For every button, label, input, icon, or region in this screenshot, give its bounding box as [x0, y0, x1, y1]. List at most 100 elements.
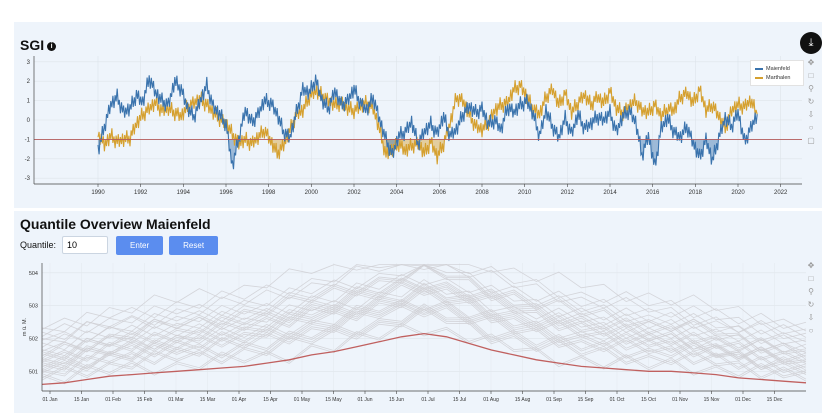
background-year-line [41, 308, 807, 382]
y-tick-label: -1 [25, 137, 31, 143]
background-year-line [41, 264, 807, 358]
x-tick-label: 01 Apr [232, 397, 247, 403]
reset-button[interactable]: Reset [169, 235, 219, 255]
background-year-line [41, 302, 807, 367]
box-zoom-icon[interactable]: □ [808, 274, 814, 283]
x-tick-label: 15 Apr [263, 397, 278, 403]
x-tick-label: 1992 [134, 190, 148, 196]
legend-label: Maienfeld [766, 65, 790, 72]
enter-button[interactable]: Enter [116, 235, 164, 255]
background-year-line [41, 279, 807, 359]
info-icon[interactable]: i [47, 41, 57, 51]
x-tick-label: 01 Jul [421, 397, 434, 403]
x-tick-label: 01 Feb [105, 397, 121, 403]
x-tick-label: 01 Jun [357, 397, 372, 403]
quantile-controls: Quantile: Enter Reset [20, 235, 219, 255]
hover-icon[interactable]: ○ [808, 326, 814, 335]
save-icon[interactable]: ⇩ [807, 110, 815, 119]
x-tick-label: 2018 [689, 190, 703, 196]
y-tick-label: 502 [29, 336, 38, 342]
background-year-line [41, 284, 807, 363]
x-tick-label: 01 Mar [168, 397, 184, 403]
download-icon[interactable]: ⤓ [800, 32, 822, 54]
x-tick-label: 2012 [561, 190, 575, 196]
x-tick-label: 01 Sep [546, 397, 562, 403]
sgi-title: SGI i [20, 37, 57, 53]
background-year-line [41, 289, 807, 375]
x-tick-label: 2016 [646, 190, 660, 196]
x-tick-label: 15 Jan [74, 397, 89, 403]
wheel-zoom-icon[interactable]: ⚲ [808, 84, 814, 93]
y-tick-label: 0 [27, 118, 31, 124]
background-year-line [41, 264, 807, 343]
legend-swatch [755, 67, 763, 70]
y-tick-label: 1 [27, 99, 31, 105]
x-tick-label: 01 Aug [483, 397, 499, 403]
x-tick-label: 15 Jun [389, 397, 404, 403]
wheel-zoom-icon[interactable]: ⚲ [808, 287, 814, 296]
x-tick-label: 15 Sep [578, 397, 594, 403]
sgi-drought-fills [98, 139, 758, 170]
crosshair-icon[interactable]: ▢ [807, 136, 815, 145]
x-tick-label: 2002 [347, 190, 361, 196]
box-zoom-icon[interactable]: □ [808, 71, 814, 80]
background-year-line [41, 303, 807, 369]
x-tick-label: 15 Oct [641, 397, 656, 403]
quantile-input[interactable] [62, 236, 109, 254]
x-tick-label: 1994 [177, 190, 191, 196]
sgi-panel: SGI i ⤓ 3 2 1 0 -1 -2 -3 1990 1992 1994 1996 1998 200… [14, 22, 822, 208]
x-tick-label: 01 May [294, 397, 311, 403]
background-year-line [41, 281, 807, 361]
legend-item-marthalen[interactable]: Marthalen [755, 73, 799, 82]
save-icon[interactable]: ⇩ [807, 313, 815, 322]
drought-fill-marthalen [98, 139, 758, 165]
y-tick-label: 501 [29, 369, 38, 375]
series-line-marthalen [97, 80, 758, 165]
x-tick-label: 01 Jan [42, 397, 57, 403]
legend-label: Marthalen [766, 74, 791, 81]
quantile-highlight [41, 332, 807, 386]
quantile-background-lines [41, 264, 807, 385]
legend-swatch [755, 76, 763, 79]
reset-icon[interactable]: ↻ [807, 97, 815, 106]
background-year-line [41, 305, 807, 371]
background-year-line [41, 306, 807, 380]
sgi-toolbar: ✥ □ ⚲ ↻ ⇩ ○ ▢ [806, 58, 818, 146]
x-tick-label: 01 Dec [735, 397, 751, 403]
y-tick-label: -2 [25, 157, 31, 163]
hover-icon[interactable]: ○ [808, 123, 814, 132]
sgi-chart: 3 2 1 0 -1 -2 -3 1990 1992 1994 1996 1998 2000 2002 20… [25, 56, 802, 196]
sgi-grid [34, 56, 802, 184]
quantile-axes: 504 503 502 501 m ü. M. 01 Jan 15 Jan 01 Feb 15 … [22, 263, 806, 403]
quantile-line [41, 332, 807, 386]
x-tick-label: 15 Feb [137, 397, 153, 403]
quantile-panel: Quantile Overview Maienfeld Quantile: En… [14, 211, 822, 413]
x-tick-label: 2006 [433, 190, 447, 196]
background-year-line [41, 279, 807, 343]
x-tick-label: 2004 [390, 190, 404, 196]
legend-item-maienfeld[interactable]: Maienfeld [755, 64, 799, 73]
pan-icon[interactable]: ✥ [807, 261, 815, 270]
sgi-series [34, 74, 802, 170]
y-tick-label: 3 [27, 60, 31, 66]
sgi-title-text: SGI [20, 37, 45, 53]
x-tick-label: 1996 [219, 190, 233, 196]
background-year-line [41, 287, 807, 374]
y-tick-label: 2 [27, 79, 31, 85]
reset-icon[interactable]: ↻ [807, 300, 815, 309]
pan-icon[interactable]: ✥ [807, 58, 815, 67]
x-tick-label: 01 Oct [610, 397, 625, 403]
x-tick-label: 2020 [731, 190, 745, 196]
y-axis-label: m ü. M. [22, 317, 28, 336]
quantile-label: Quantile: [20, 240, 57, 250]
y-tick-label: 503 [29, 304, 38, 310]
background-year-line [41, 264, 807, 333]
background-year-line [41, 300, 807, 365]
x-tick-label: 15 Jul [453, 397, 466, 403]
x-tick-label: 15 Mar [200, 397, 216, 403]
x-tick-label: 15 Dec [767, 397, 783, 403]
x-tick-label: 2014 [603, 190, 617, 196]
x-tick-label: 1990 [91, 190, 105, 196]
x-tick-label: 2010 [518, 190, 532, 196]
x-tick-label: 15 Nov [704, 397, 720, 403]
